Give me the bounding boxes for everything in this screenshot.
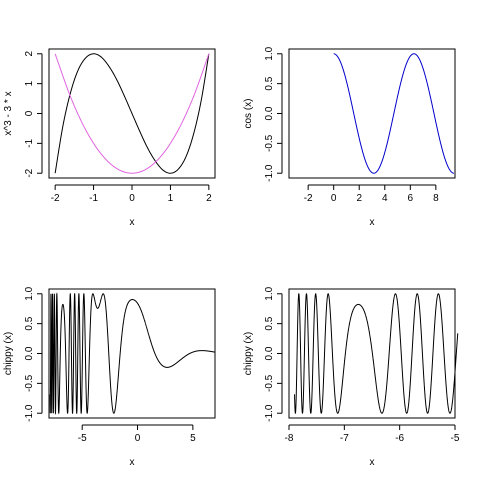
- panel-3-series-1-line: [49, 292, 216, 416]
- panel-2-plot-frame: [288, 48, 456, 179]
- panel-4-x-tick-label: -5: [451, 433, 460, 444]
- panel-2-y-axis-label: cos (x): [243, 99, 254, 129]
- panel-1-y-axis-label: x^3 - 3 * x: [3, 91, 14, 135]
- panel-2-x-tick-label: 0: [331, 193, 337, 204]
- panel-2-x-tick-label: 2: [356, 193, 362, 204]
- panel-1-series-2-line: [54, 53, 210, 174]
- panel-1-x-tick-label: -2: [51, 193, 60, 204]
- panel-3-y-tick-label: 0.0: [24, 346, 35, 360]
- panel-4-x-tick-label: -8: [285, 433, 294, 444]
- panel-3-y-axis-label: chippy (x): [3, 332, 14, 375]
- panel-1-y-tick-label: -1: [24, 138, 35, 147]
- panel-4-y-axis-label: chippy (x): [243, 332, 254, 375]
- panel-3-x-tick-label: -5: [78, 433, 87, 444]
- panel-1-x-tick-label: 2: [206, 193, 212, 204]
- panel-1-y-tick-label: -2: [24, 168, 35, 177]
- panel-2-y-tick-label: 0.5: [264, 76, 275, 90]
- panel-1-plot-frame: [48, 48, 216, 179]
- panel-2-x-tick-label: 6: [408, 193, 414, 204]
- panel-2-y-tick-label: -0.5: [264, 134, 275, 152]
- panel-4-y-tick-label: 0.0: [264, 346, 275, 360]
- panel-3-x-axis-label: x: [130, 457, 135, 468]
- panel-3-x-tick-label: 0: [135, 433, 141, 444]
- panel-3-plot-frame: [48, 288, 216, 419]
- panel-4-y-tick-label: 0.5: [264, 316, 275, 330]
- panel-1-x-axis-label: x: [130, 217, 135, 228]
- panel-2-x-tick-label: -2: [304, 193, 313, 204]
- panel-3-y-tick-label: -1.0: [24, 404, 35, 422]
- panel-4-x-tick-label: -6: [395, 433, 404, 444]
- panel-3-y-tick-label: -0.5: [24, 374, 35, 392]
- panel-2-x-axis-label: x: [370, 217, 375, 228]
- panel-2-y-tick-label: 1.0: [264, 46, 275, 60]
- panel-1-x-tick-label: -1: [89, 193, 98, 204]
- panel-4-plot-frame: [288, 288, 456, 419]
- panel-1-series-1-line: [54, 53, 210, 174]
- panel-4-y-tick-label: 1.0: [264, 286, 275, 300]
- panel-2-y-tick-label: -1.0: [264, 164, 275, 182]
- panel-2-x-tick-label: 8: [433, 193, 439, 204]
- panel-4-y-tick-label: -0.5: [264, 374, 275, 392]
- panel-1-x-tick-label: 1: [168, 193, 174, 204]
- panel-1-y-tick-label: 1: [24, 80, 35, 86]
- panel-3-y-tick-label: 0.5: [24, 316, 35, 330]
- panel-3-x-tick-label: 5: [190, 433, 196, 444]
- panel-2-x-tick-label: 4: [382, 193, 388, 204]
- panel-3-y-tick-label: 1.0: [24, 286, 35, 300]
- panel-1-y-tick-label: 2: [24, 51, 35, 57]
- panel-4-series-1-line: [294, 293, 459, 414]
- panel-4-x-axis-label: x: [370, 457, 375, 468]
- panel-1-x-tick-label: 0: [129, 193, 135, 204]
- panel-2-series-1-line: [333, 53, 455, 174]
- panel-2-y-tick-label: 0.0: [264, 106, 275, 120]
- panel-1-y-tick-label: 0: [24, 110, 35, 116]
- panel-4-x-tick-label: -7: [340, 433, 349, 444]
- panel-4-y-tick-label: -1.0: [264, 404, 275, 422]
